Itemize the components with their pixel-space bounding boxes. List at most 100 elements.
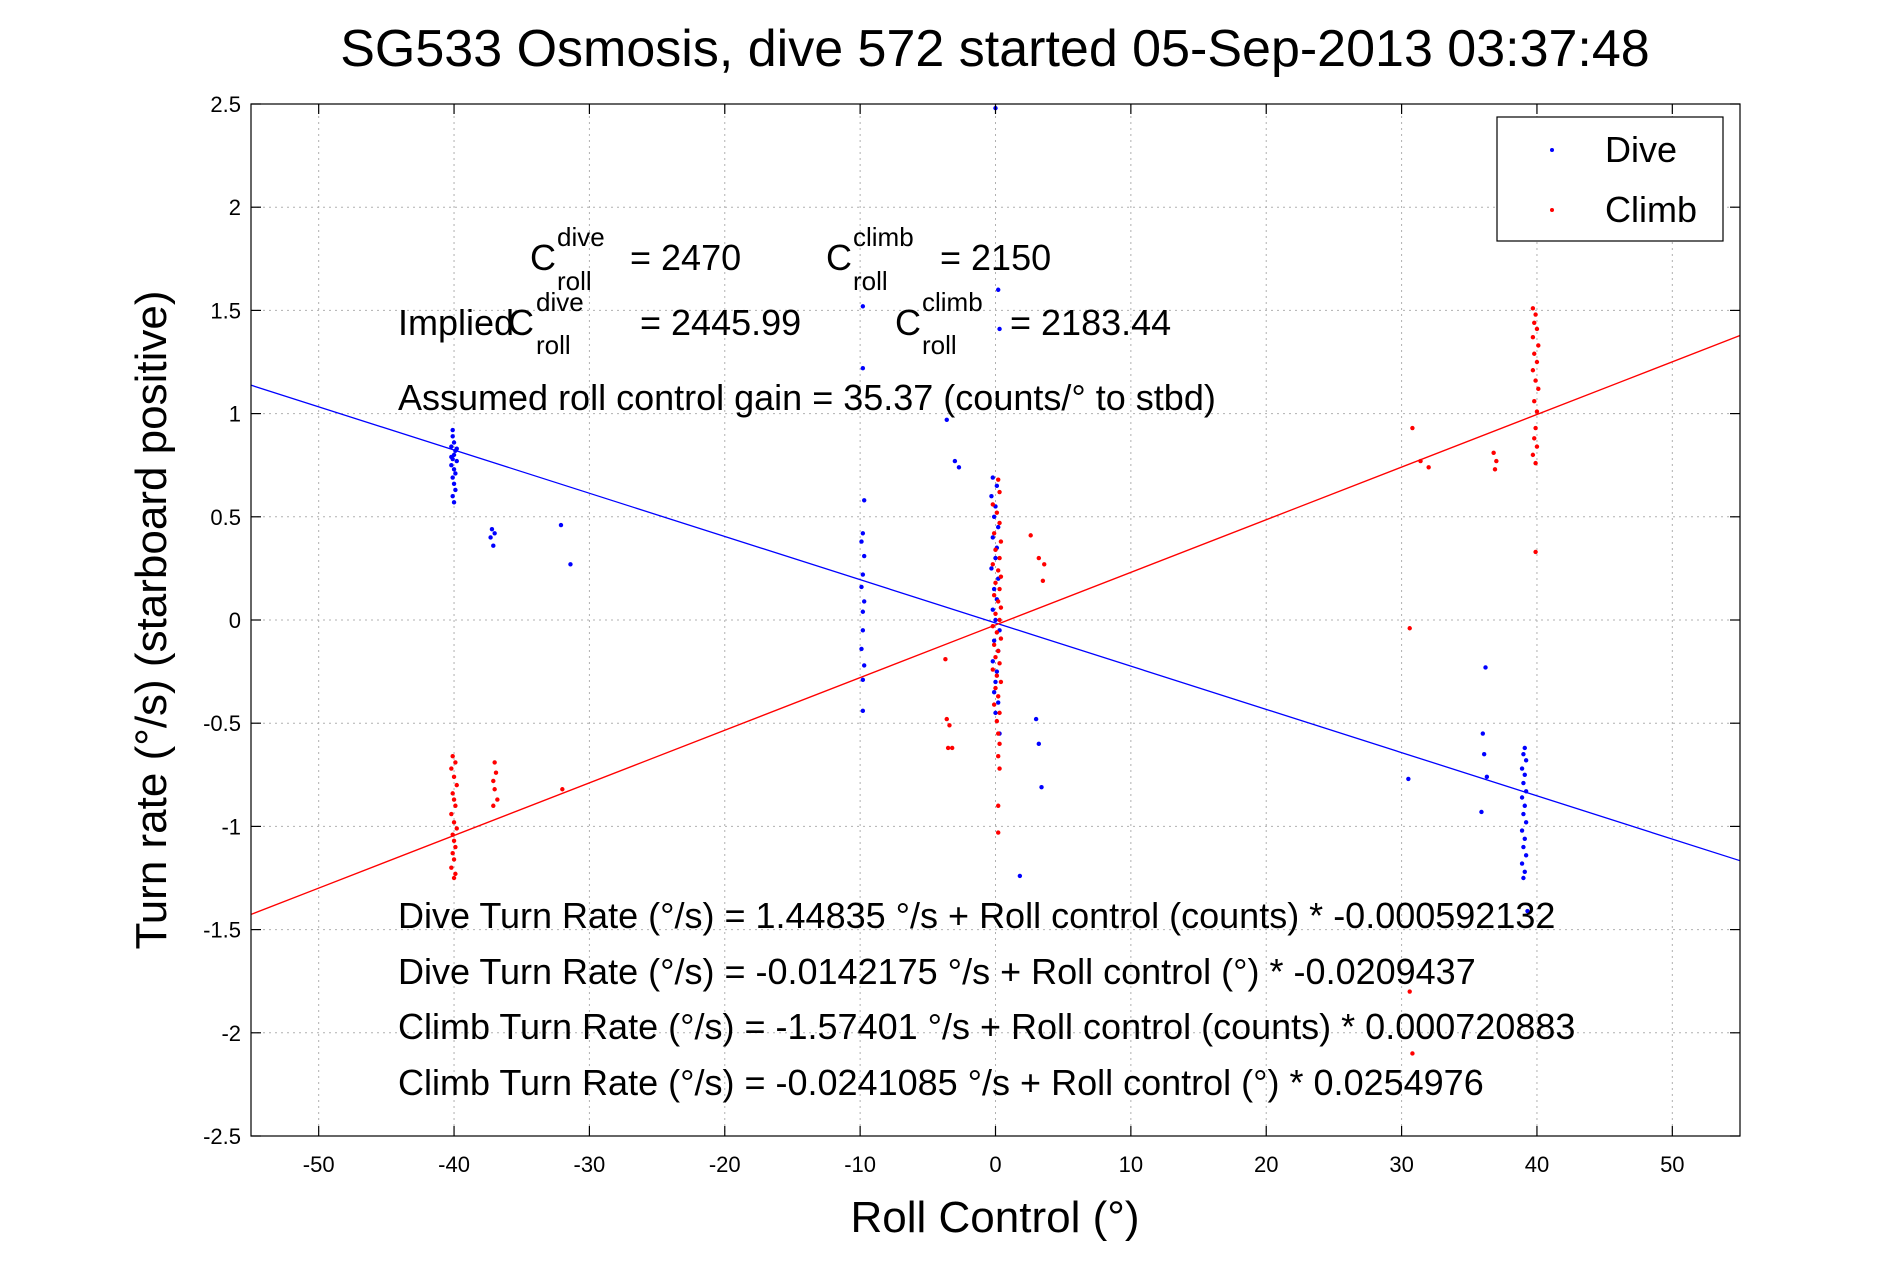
dive-point — [1479, 809, 1484, 815]
dive-point — [449, 444, 454, 449]
climb-point — [993, 580, 998, 586]
dive-point — [1525, 908, 1530, 914]
dive-point — [453, 471, 458, 476]
climb-fit-line — [250, 334, 1741, 916]
climb-point — [454, 826, 459, 831]
climb-point — [945, 745, 951, 751]
climb-point — [997, 766, 1002, 771]
croll-dive-sub: roll — [557, 266, 592, 296]
climb-point — [997, 489, 1002, 495]
dive-point — [860, 304, 866, 309]
climb-point — [493, 770, 499, 775]
dive-point — [860, 609, 866, 614]
dive-point — [993, 710, 998, 716]
climb-point — [994, 673, 1000, 678]
climb-point — [1533, 312, 1538, 317]
croll-annotation-dive: C dive roll = 2470 — [530, 222, 741, 296]
axis-ticks: -50 -40 -30 -20 -10 0 10 20 30 40 50-2.5-2-1.5-1-0… — [203, 92, 1740, 1177]
legend-box — [1496, 116, 1724, 242]
x-tick-label: 0 — [989, 1152, 1001, 1177]
climb-point — [450, 791, 455, 796]
dive-point — [860, 572, 866, 577]
climb-point — [997, 661, 1002, 666]
climb-point — [996, 694, 1001, 699]
climb-point — [449, 865, 454, 870]
dive-point — [859, 584, 864, 590]
climb-point — [1533, 460, 1538, 466]
dive-point — [997, 326, 1002, 332]
dive-point — [568, 562, 573, 567]
climb-point — [1491, 450, 1496, 456]
climb-point — [492, 760, 497, 765]
dive-point — [991, 514, 997, 519]
climb-point — [1410, 425, 1415, 431]
x-tick-label: -50 — [303, 1152, 335, 1177]
climb-point — [1533, 378, 1538, 383]
climb-point — [993, 611, 998, 617]
croll-climb-sup: climb — [853, 222, 914, 252]
climb-point — [996, 803, 1001, 808]
y-tick-label: 1 — [229, 402, 241, 427]
climb-point — [993, 547, 998, 553]
climb-point — [990, 562, 995, 567]
croll-annotation-climb: C climb roll = 2150 — [826, 222, 1051, 296]
climb-point — [998, 679, 1004, 685]
croll-dive-value: = 2470 — [630, 237, 741, 278]
climb-point — [996, 599, 1001, 604]
climb-point — [997, 617, 1002, 623]
climb-point — [998, 605, 1004, 610]
y-tick-label: 2.5 — [210, 92, 241, 117]
y-tick-label: -2 — [221, 1021, 241, 1046]
dive-point — [449, 463, 454, 468]
dive-point — [1483, 665, 1488, 670]
climb-point — [1418, 458, 1423, 464]
climb-point — [491, 778, 496, 784]
climb-point — [944, 716, 949, 722]
climb-point — [1410, 1051, 1415, 1056]
dive-point — [1523, 758, 1529, 763]
dive-point — [454, 458, 459, 464]
x-tick-label: -20 — [709, 1152, 741, 1177]
climb-point — [453, 871, 458, 877]
dive-point — [989, 493, 994, 499]
y-tick-label: -1 — [221, 814, 241, 839]
climb-point — [454, 782, 459, 788]
dive-point — [451, 440, 457, 445]
fit-lines — [250, 334, 1741, 916]
implied-climb-value: = 2183.44 — [1010, 302, 1171, 343]
data-points — [449, 105, 1541, 1056]
dive-point — [861, 498, 867, 503]
climb-point — [1533, 425, 1538, 431]
climb-equation-degrees: Climb Turn Rate (°/s) = -0.0241085 °/s +… — [398, 1062, 1484, 1103]
climb-point — [1494, 458, 1499, 464]
climb-point — [997, 520, 1002, 526]
climb-point — [491, 803, 496, 808]
dive-point — [1522, 836, 1527, 841]
x-tick-label: 20 — [1254, 1152, 1278, 1177]
climb-point — [997, 710, 1002, 716]
climb-point — [495, 797, 500, 802]
dive-point — [450, 475, 455, 480]
dive-point — [861, 599, 867, 604]
climb-point — [949, 745, 955, 751]
climb-point — [449, 811, 454, 817]
x-tick-label: -30 — [574, 1152, 606, 1177]
climb-point — [993, 685, 998, 691]
climb-point — [453, 844, 458, 850]
croll-dive-sup: dive — [557, 222, 605, 252]
implied-label: Implied — [398, 302, 514, 343]
dive-point — [450, 427, 455, 433]
climb-point — [451, 857, 457, 862]
climb-point — [1530, 368, 1536, 373]
dive-point — [944, 417, 949, 422]
climb-point — [449, 766, 454, 771]
climb-point — [1040, 578, 1046, 583]
climb-point — [996, 568, 1001, 573]
x-tick-label: 50 — [1660, 1152, 1684, 1177]
gain-annotation: Assumed roll control gain = 35.37 (count… — [398, 377, 1216, 418]
dive-point — [1033, 716, 1039, 722]
dive-point — [989, 566, 994, 571]
dive-point — [860, 708, 866, 714]
dive-point — [1522, 772, 1527, 777]
